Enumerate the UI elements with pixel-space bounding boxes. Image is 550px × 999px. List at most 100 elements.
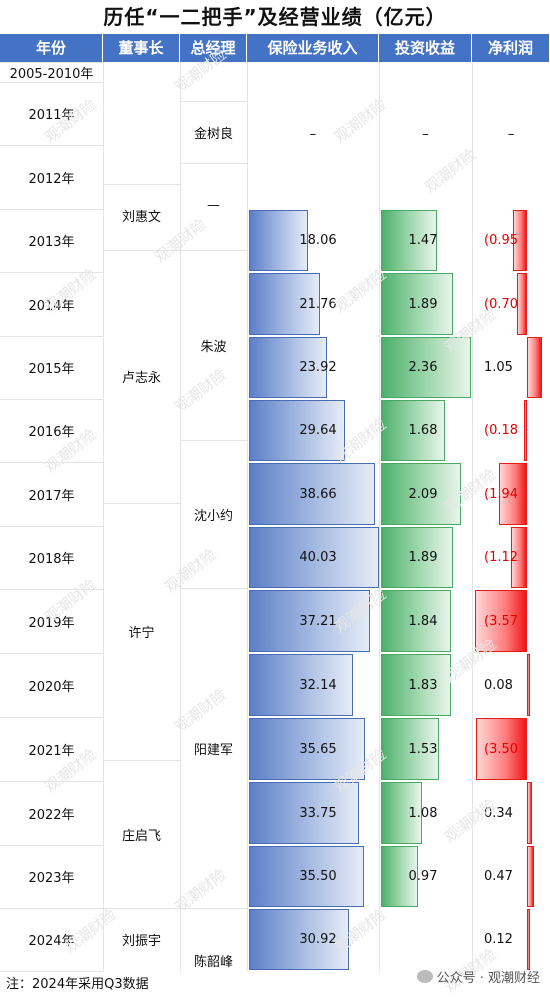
row-divider — [0, 462, 103, 463]
segment-divider — [103, 250, 180, 251]
profit-label: (1.12 — [484, 550, 519, 565]
segment-divider — [103, 184, 180, 185]
row-divider — [0, 336, 103, 337]
investment-label: 0.97 — [408, 869, 438, 884]
premium-bar — [249, 782, 359, 844]
brand-label: 公众号 · 观潮财经 — [436, 971, 540, 986]
segment-divider — [180, 908, 247, 909]
premium-bar — [249, 718, 365, 780]
profit-label: (3.50 — [484, 741, 519, 757]
profit-label: (3.57 — [484, 613, 519, 629]
premium-label: 33.75 — [299, 805, 337, 821]
column-divider — [247, 62, 248, 971]
investment-bar — [381, 590, 451, 652]
segment-divider — [103, 908, 180, 909]
column-header-4: 保险业务收入 — [247, 34, 379, 62]
profit-label: 0.08 — [484, 677, 513, 693]
profit-label: 1.05 — [484, 360, 513, 375]
empty-value: – — [422, 126, 429, 142]
year-cell: 2005-2010年 — [9, 66, 94, 82]
premium-bar — [249, 590, 370, 652]
premium-label: 21.76 — [299, 296, 337, 312]
profit-label: (0.95 — [484, 233, 519, 248]
year-cell: 2019年 — [28, 615, 75, 631]
premium-bar — [249, 846, 364, 907]
investment-bar — [381, 846, 418, 907]
row-divider — [0, 717, 103, 718]
profit-label: 0.47 — [484, 869, 513, 884]
profit-label: (1.94 — [484, 486, 519, 502]
chairman-cell: 刘惠文 — [121, 209, 161, 225]
premium-label: 35.50 — [299, 869, 337, 884]
table-title: 历任“一二把手”及经营业绩（亿元） — [0, 0, 550, 34]
year-cell: 2017年 — [28, 488, 75, 504]
year-cell: 2020年 — [28, 679, 75, 695]
investment-label: 1.89 — [408, 296, 438, 312]
premium-label: 32.14 — [299, 677, 337, 693]
premium-label: 29.64 — [299, 423, 337, 438]
row-divider — [0, 145, 103, 146]
column-divider — [472, 62, 473, 971]
wechat-icon — [416, 970, 433, 983]
investment-label: 1.89 — [408, 550, 438, 565]
premium-bar — [249, 527, 379, 588]
premium-label: 38.66 — [299, 486, 337, 502]
row-divider — [0, 971, 103, 972]
profit-label: 0.34 — [484, 805, 513, 821]
profit-bar — [527, 782, 532, 844]
row-divider — [0, 781, 103, 782]
segment-divider — [180, 250, 247, 251]
president-cell: — — [207, 197, 220, 213]
investment-label: 1.08 — [408, 805, 438, 821]
row-divider — [0, 526, 103, 527]
investment-bar — [381, 400, 445, 461]
year-cell: 2022年 — [28, 807, 75, 823]
row-divider — [0, 589, 103, 590]
premium-bar — [249, 463, 375, 525]
year-cell: 2015年 — [28, 362, 75, 377]
premium-bar — [249, 337, 327, 398]
premium-label: 35.65 — [299, 741, 337, 757]
row-divider — [0, 62, 103, 63]
premium-label: 30.92 — [299, 932, 337, 947]
premium-label: 40.03 — [299, 550, 337, 565]
column-divider — [180, 62, 181, 971]
row-divider — [0, 845, 103, 846]
investment-label: 1.68 — [408, 423, 438, 438]
profit-bar — [527, 654, 530, 716]
profit-bar — [511, 527, 527, 588]
profit-bar — [499, 463, 527, 525]
premium-bar — [249, 909, 349, 970]
row-divider — [0, 272, 103, 273]
row-divider — [0, 82, 103, 83]
footnote: 注：2024年采用Q3数据 — [6, 977, 149, 992]
chairman-cell: 刘振宇 — [121, 934, 161, 949]
column-header-5: 投资收益 — [379, 34, 472, 62]
profit-bar — [513, 210, 527, 271]
investment-bar — [381, 782, 422, 844]
profit-label: 0.12 — [484, 932, 513, 947]
premium-bar — [249, 210, 308, 271]
profit-label: (0.70 — [484, 296, 519, 312]
profit-bar — [527, 846, 534, 907]
year-cell: 2011年 — [28, 108, 75, 123]
chairman-cell: 卢志永 — [121, 371, 161, 386]
profit-bar — [527, 337, 542, 398]
chairman-cell: 庄启飞 — [121, 828, 161, 844]
column-header-6: 净利润 — [472, 34, 550, 62]
year-cell: 2024年 — [28, 934, 75, 949]
investment-bar — [381, 463, 461, 525]
row-divider — [0, 399, 103, 400]
empty-value: – — [309, 126, 317, 142]
chairman-cell: 许宁 — [128, 626, 155, 641]
investment-label: 1.83 — [408, 677, 438, 693]
segment-divider — [103, 760, 180, 761]
year-cell: 2023年 — [28, 871, 75, 886]
premium-label: 18.06 — [299, 233, 337, 248]
president-cell: 朱波 — [200, 339, 227, 355]
year-cell: 2021年 — [28, 743, 75, 759]
investment-bar — [381, 527, 453, 588]
column-divider — [379, 62, 380, 971]
president-cell: 金树良 — [193, 126, 233, 142]
premium-bar — [249, 400, 345, 461]
